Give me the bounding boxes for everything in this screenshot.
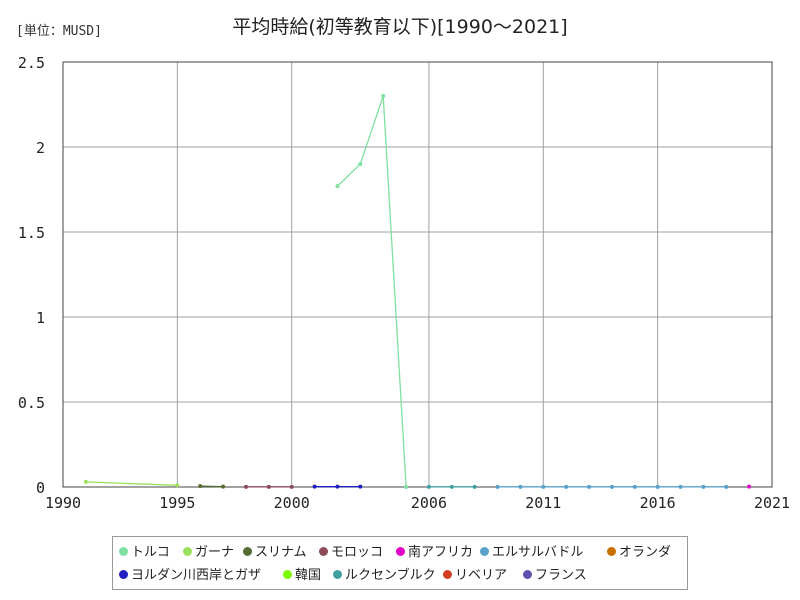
legend-label: スリナム [255,545,307,560]
series-line [337,95,407,488]
x-tick-label: 2011 [525,494,561,512]
data-point [449,484,454,489]
data-point [495,484,500,489]
legend-marker [283,570,292,579]
legend-item: モロッコ [319,541,383,560]
data-point [198,484,203,489]
series-line [85,481,178,486]
data-point [678,484,683,489]
data-point [358,162,363,166]
y-tick-label: 2.5 [18,54,45,72]
x-tick-label: 1995 [159,494,195,512]
legend-marker [119,547,128,556]
legend-marker [443,570,452,579]
y-tick-label: 0.5 [18,394,45,412]
x-tick-label: 2000 [274,494,310,512]
data-point [609,484,614,489]
y-tick-label: 2 [36,139,45,157]
legend-item: 韓国 [283,564,321,583]
data-point [83,479,88,484]
data-point [221,484,226,489]
data-point [335,184,340,189]
x-tick-label: 1990 [45,494,81,512]
data-point [289,484,294,489]
legend-item: スリナム [243,541,307,560]
legend-item: ルクセンブルク [333,564,436,583]
legend-label: エルサルバドル [492,545,584,560]
legend-label: ヨルダン川西岸とガザ [131,568,262,583]
y-tick-label: 1 [36,309,45,327]
data-point [358,484,363,489]
legend-item: トルコ [119,541,170,560]
data-point [541,484,546,489]
legend-label: ガーナ [195,545,235,560]
legend-label: 韓国 [295,568,322,583]
legend-item: ガーナ [183,541,234,560]
data-point [632,484,637,489]
legend-label: 南アフリカ [408,545,474,560]
legend-label: ルクセンブルク [345,568,436,583]
legend-marker [523,570,532,579]
data-point [426,484,431,489]
legend-item: オランダ [607,541,671,560]
legend-label: リベリア [455,568,508,583]
data-point [518,484,523,489]
data-point [472,484,477,489]
data-point [335,484,340,489]
x-tick-label: 2021 [754,494,790,512]
data-point [701,484,706,489]
legend-marker [480,547,489,556]
legend-label: トルコ [131,545,170,560]
legend-marker [396,547,405,556]
chart-legend: トルコ ガーナ スリナム モロッコ 南アフリカ エルサルバドル オランダヨルダン川西岸とガザ… [112,536,688,590]
data-point [266,484,271,489]
legend-item: 南アフリカ [396,541,473,560]
data-point [655,484,660,489]
y-tick-label: 1.5 [18,224,45,242]
data-point [404,485,409,489]
data-point [564,484,569,489]
legend-label: オランダ [619,545,672,560]
x-tick-label: 2006 [411,494,447,512]
data-point [587,484,592,489]
data-point [724,484,729,489]
legend-item: フランス [523,564,587,583]
legend-item: エルサルバドル [480,541,583,560]
plot-area [63,62,772,487]
legend-marker [319,547,328,556]
plot-frame [62,61,773,488]
data-point [381,94,386,98]
legend-marker [243,547,252,556]
series-line [200,485,224,488]
data-point [747,484,752,489]
legend-item: ヨルダン川西岸とガザ [119,564,261,583]
legend-marker [119,570,128,579]
x-tick-label: 2016 [640,494,676,512]
y-tick-label: 0 [36,479,45,497]
unit-label: [単位：MUSD] [16,24,102,39]
chart-title: 平均時給(初等教育以下)[1990〜2021] [232,16,568,38]
legend-marker [183,547,192,556]
legend-label: フランス [535,568,587,583]
data-point [175,483,180,488]
legend-marker [333,570,342,579]
legend-marker [607,547,616,556]
legend-label: モロッコ [331,545,384,560]
legend-item: リベリア [443,564,507,583]
data-point [243,484,248,489]
data-point [312,484,317,489]
